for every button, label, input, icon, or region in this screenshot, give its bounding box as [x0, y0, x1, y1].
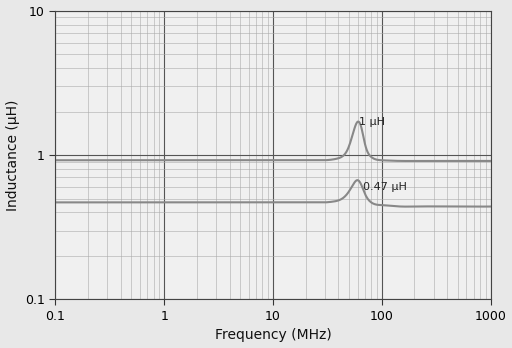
Y-axis label: Inductance (μH): Inductance (μH)	[6, 99, 19, 211]
Text: 0.47 μH: 0.47 μH	[363, 182, 407, 192]
Text: 1 μH: 1 μH	[359, 118, 385, 127]
X-axis label: Frequency (MHz): Frequency (MHz)	[215, 329, 331, 342]
